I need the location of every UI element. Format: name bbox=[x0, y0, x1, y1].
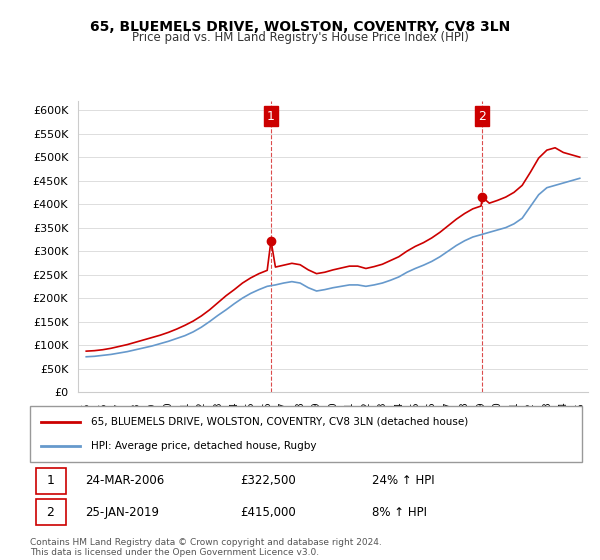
FancyBboxPatch shape bbox=[35, 468, 66, 494]
Text: 1: 1 bbox=[267, 110, 275, 123]
Text: Contains HM Land Registry data © Crown copyright and database right 2024.
This d: Contains HM Land Registry data © Crown c… bbox=[30, 538, 382, 557]
Text: 65, BLUEMELS DRIVE, WOLSTON, COVENTRY, CV8 3LN: 65, BLUEMELS DRIVE, WOLSTON, COVENTRY, C… bbox=[90, 20, 510, 34]
Text: Price paid vs. HM Land Registry's House Price Index (HPI): Price paid vs. HM Land Registry's House … bbox=[131, 31, 469, 44]
Text: £322,500: £322,500 bbox=[240, 474, 296, 487]
Text: 1: 1 bbox=[46, 474, 55, 487]
Text: 2: 2 bbox=[46, 506, 55, 519]
Text: 24-MAR-2006: 24-MAR-2006 bbox=[85, 474, 164, 487]
Text: 25-JAN-2019: 25-JAN-2019 bbox=[85, 506, 159, 519]
Text: 8% ↑ HPI: 8% ↑ HPI bbox=[372, 506, 427, 519]
FancyBboxPatch shape bbox=[30, 406, 582, 462]
FancyBboxPatch shape bbox=[35, 499, 66, 525]
Text: 65, BLUEMELS DRIVE, WOLSTON, COVENTRY, CV8 3LN (detached house): 65, BLUEMELS DRIVE, WOLSTON, COVENTRY, C… bbox=[91, 417, 468, 427]
Text: HPI: Average price, detached house, Rugby: HPI: Average price, detached house, Rugb… bbox=[91, 441, 316, 451]
Text: 2: 2 bbox=[478, 110, 486, 123]
Text: 24% ↑ HPI: 24% ↑ HPI bbox=[372, 474, 435, 487]
Text: £415,000: £415,000 bbox=[240, 506, 296, 519]
